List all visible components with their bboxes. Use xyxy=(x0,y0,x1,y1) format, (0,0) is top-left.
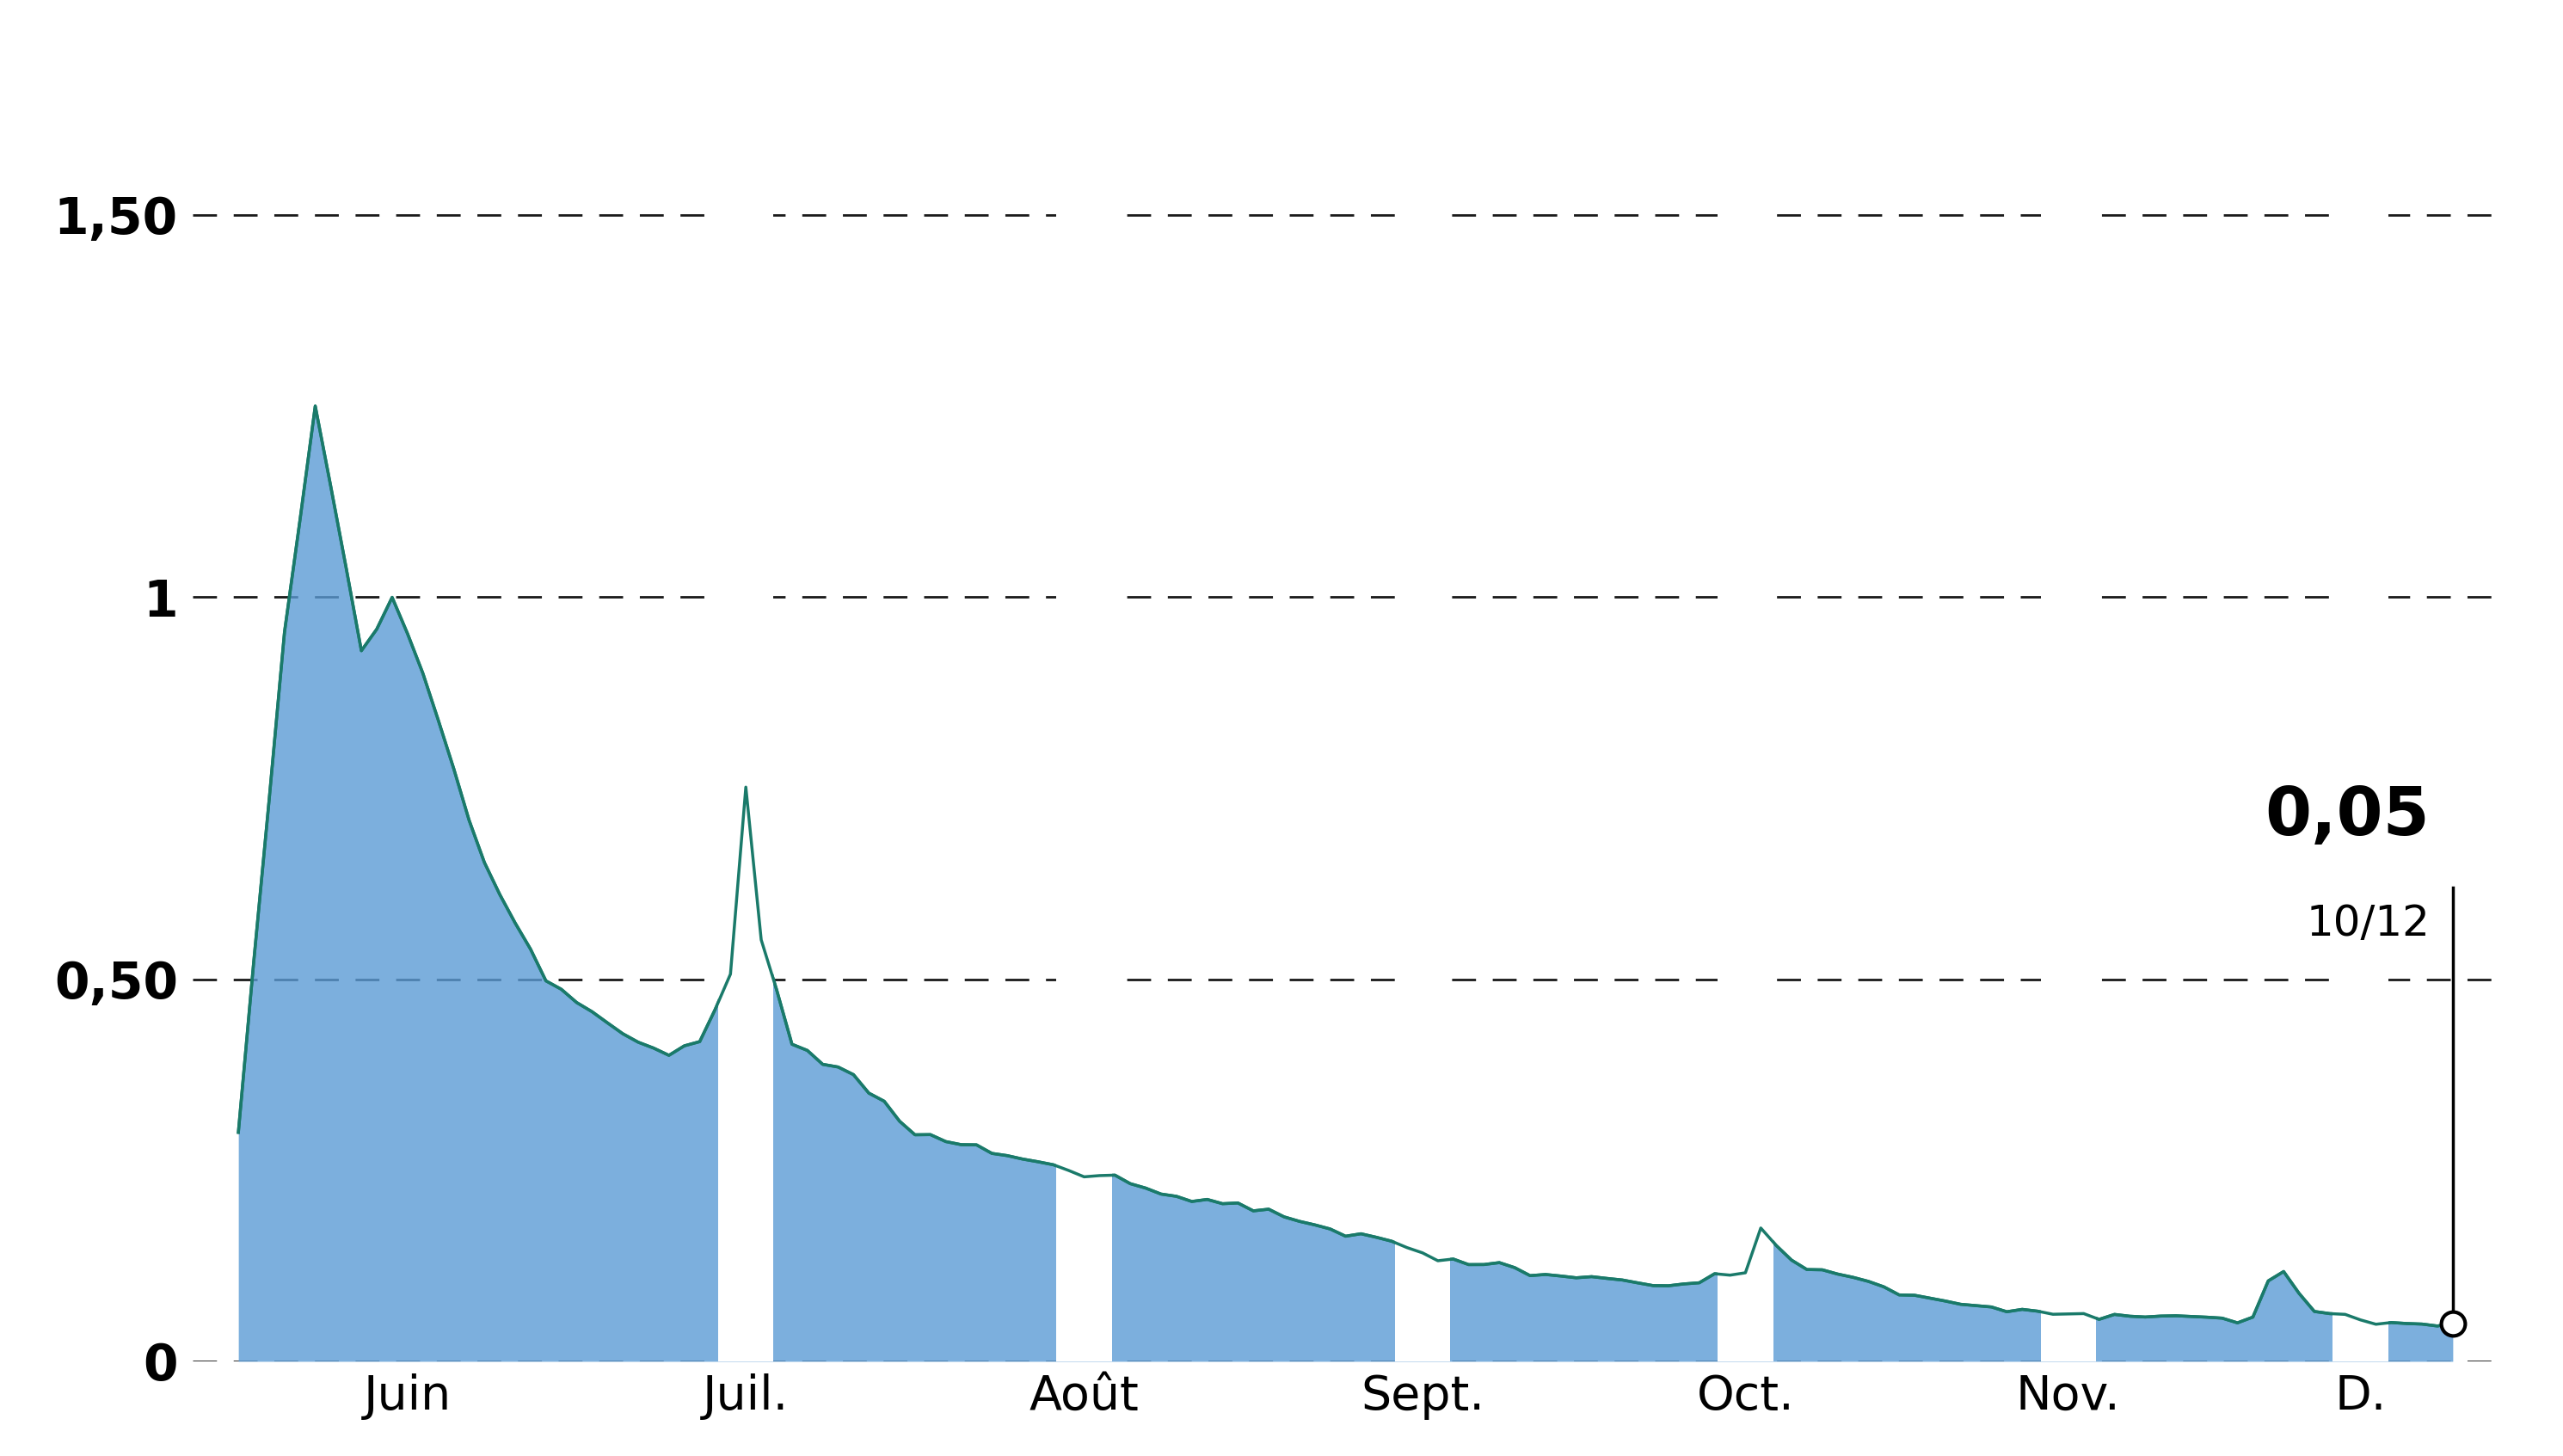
Text: 0,05: 0,05 xyxy=(2266,783,2430,849)
Bar xyxy=(1394,138,1451,1361)
Bar xyxy=(2040,138,2097,1361)
Bar xyxy=(718,138,774,1361)
Bar xyxy=(1717,138,1774,1361)
Bar xyxy=(2332,138,2389,1361)
Text: 10/12: 10/12 xyxy=(2307,903,2430,943)
Bar xyxy=(1056,138,1112,1361)
Text: EUROPLASMA: EUROPLASMA xyxy=(910,16,1653,108)
